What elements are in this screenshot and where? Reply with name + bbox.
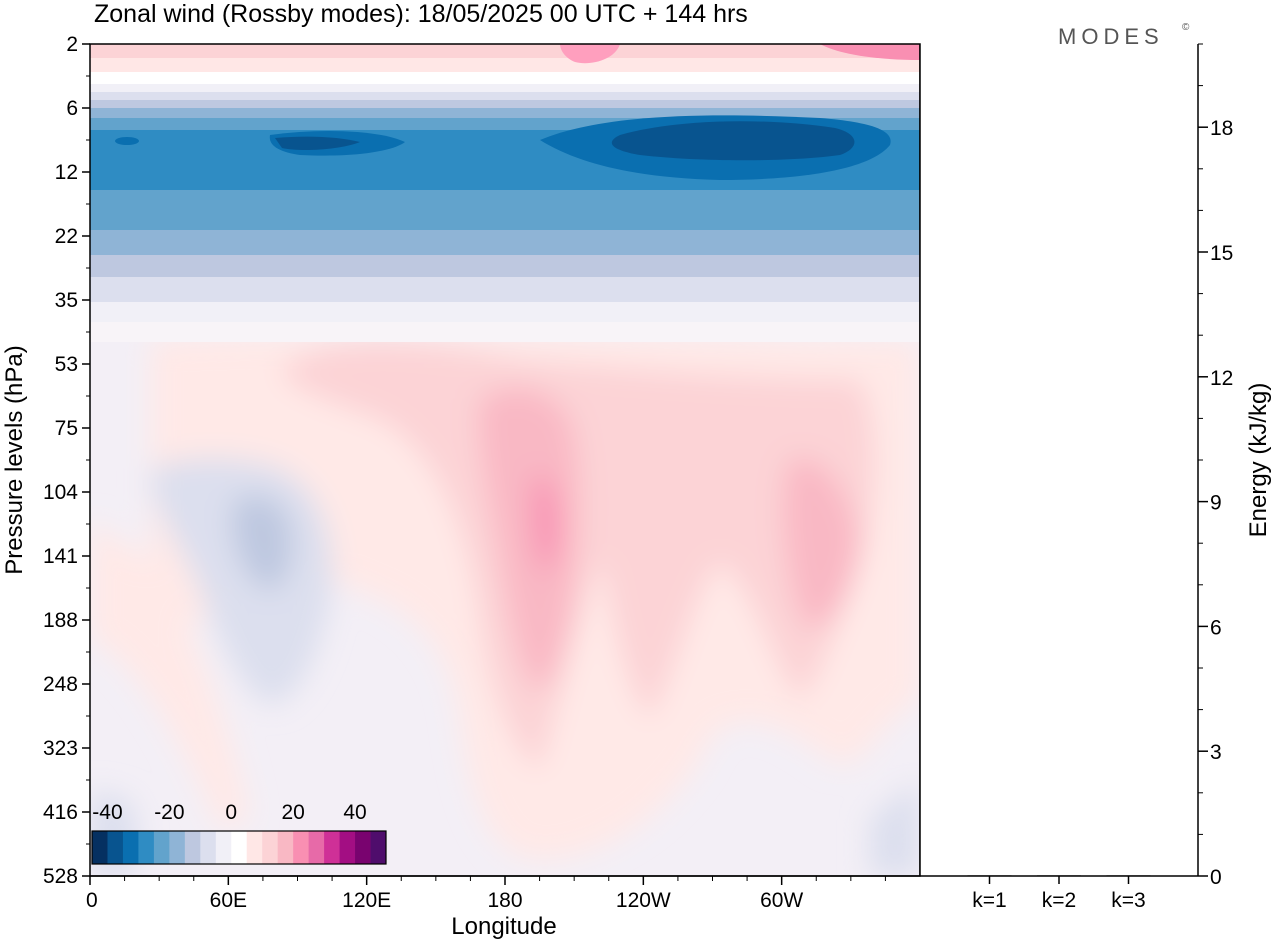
pressure-tick-label: 248 (43, 673, 78, 696)
pressure-tick-label: 12 (55, 161, 78, 184)
longitude-tick-label: 60E (210, 889, 247, 912)
pressure-tick-label: 323 (43, 737, 78, 760)
colorbar-cell (169, 831, 186, 864)
colorbar-cell (200, 831, 217, 864)
longitude-tick-label: 120E (342, 889, 391, 912)
pressure-tick-label: 188 (43, 609, 78, 632)
pressure-tick-label: 104 (43, 481, 78, 504)
colorbar: -40 -20 0 20 40 (91, 801, 387, 865)
colorbar-cell (107, 831, 124, 864)
energy-tick-label: 18 (1210, 117, 1233, 140)
westerly-region-left (90, 520, 250, 830)
colorbar-cell (339, 831, 356, 864)
energy-tick-label: 0 (1210, 866, 1222, 889)
energy-category-label: k=1 (972, 889, 1006, 912)
colorbar-cell (277, 831, 294, 864)
pressure-tick-label: 35 (55, 289, 78, 312)
colorbar-cell (184, 831, 201, 864)
colorbar-cell (153, 831, 170, 864)
colorbar-frame (91, 830, 387, 865)
colorbar-cell (324, 831, 340, 864)
energy-category-label: k=3 (1111, 889, 1145, 912)
westerly-core-west (479, 388, 580, 690)
energy-category-label: k=2 (1042, 889, 1076, 912)
easterly-core-60e (232, 495, 293, 590)
energy-axis: 0 3 6 9 12 15 18 (1198, 43, 1233, 889)
pressure-tick-label: 75 (55, 417, 78, 440)
energy-tick-label: 12 (1210, 367, 1233, 390)
energy-bars: k=1 k=2 k=3 (967, 875, 1151, 912)
energy-tick-label: 15 (1210, 242, 1233, 265)
longitude-axis: 0 60E 120E 180 120W 60W (86, 875, 920, 912)
colorbar-tick-label: -20 (154, 801, 184, 824)
longitude-axis-label: Longitude (451, 913, 556, 940)
colorbar-cell (122, 831, 139, 864)
colorbar-tick-label: 40 (343, 801, 366, 824)
chart-title: Zonal wind (Rossby modes): 18/05/2025 00… (94, 0, 748, 28)
energy-tick-label: 9 (1210, 492, 1222, 515)
energy-bar (967, 875, 1012, 877)
pressure-tick-label: 416 (43, 801, 78, 824)
energy-bar (1106, 875, 1151, 877)
pressure-tick-label: 6 (66, 97, 78, 120)
colorbar-cell (355, 831, 371, 864)
pressure-tick-label: 22 (55, 225, 78, 248)
colorbar-tick-label: -40 (92, 801, 122, 824)
pressure-tick-label: 2 (66, 33, 78, 56)
pressure-tick-label: 141 (43, 545, 78, 568)
colorbar-cells (92, 831, 387, 864)
colorbar-cell (308, 831, 325, 864)
energy-panel (920, 44, 1198, 876)
colorbar-cell (231, 831, 248, 864)
longitude-tick-label: 120W (616, 889, 671, 912)
colorbar-cell (215, 831, 232, 864)
colorbar-cell (138, 831, 155, 864)
colorbar-cell (92, 831, 108, 864)
westerly-core-east (783, 458, 860, 630)
colorbar-tick-label: 0 (225, 801, 237, 824)
contour-field (90, 44, 920, 876)
colorbar-cell (262, 831, 279, 864)
longitude-tick-label: 180 (487, 889, 522, 912)
easterly-region-low-right (870, 780, 920, 876)
pressure-tick-label: 53 (55, 353, 78, 376)
colorbar-cell (246, 831, 263, 864)
pressure-axis: 2 6 12 22 35 53 75 104 141 188 248 323 416 528 (43, 33, 90, 888)
energy-tick-label: 6 (1210, 616, 1222, 639)
pressure-axis-label: Pressure levels (hPa) (1, 345, 28, 574)
westerly-peak (532, 474, 558, 574)
pressure-tick-label: 528 (43, 865, 78, 888)
energy-bar (1037, 875, 1081, 877)
energy-axis-label: Energy (kJ/kg) (1245, 383, 1272, 538)
colorbar-labels: -40 -20 0 20 40 (92, 801, 366, 824)
colorbar-cell (370, 831, 387, 864)
longitude-tick-label: 0 (86, 889, 98, 912)
colorbar-cell (293, 831, 310, 864)
energy-tick-label: 3 (1210, 741, 1222, 764)
stratospheric-bands (90, 44, 920, 342)
copyright-mark: © (1182, 22, 1190, 33)
longitude-tick-label: 60W (760, 889, 803, 912)
colorbar-tick-label: 20 (281, 801, 304, 824)
